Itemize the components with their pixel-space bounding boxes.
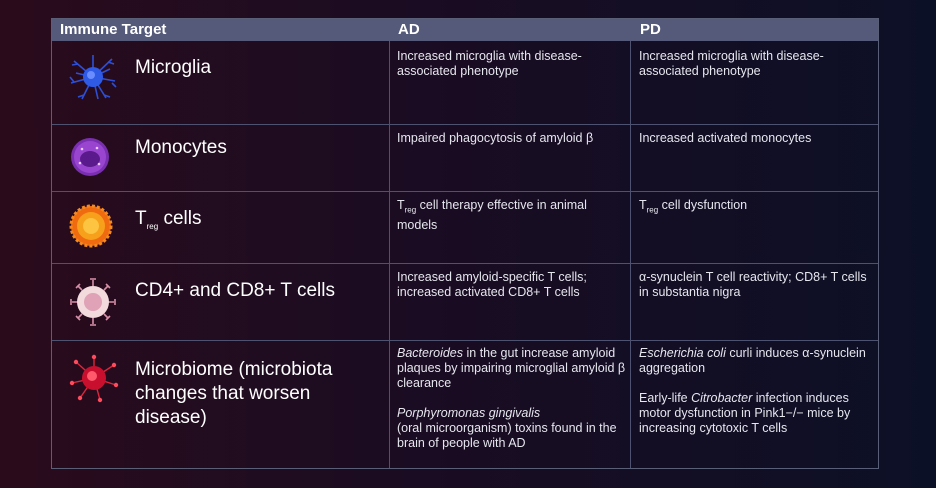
row-name-main: T bbox=[135, 208, 147, 229]
ad-text-main: T bbox=[397, 198, 405, 212]
ad-cell: Bacteroides in the gut increase amyloid … bbox=[397, 346, 627, 451]
row-divider bbox=[52, 124, 878, 125]
immune-target-table: Immune Target AD PD Microglia Increased … bbox=[51, 18, 879, 469]
header-ad: AD bbox=[398, 21, 420, 38]
ad-cell: Increased amyloid-specific T cells; incr… bbox=[397, 270, 587, 299]
pd-paragraph: Escherichia coli curli induces α-synucle… bbox=[639, 346, 874, 376]
row-name: Monocytes bbox=[135, 137, 227, 158]
ad-text: in the gut increase amyloid plaques by i… bbox=[397, 346, 626, 390]
row-name-sub: reg bbox=[146, 221, 159, 231]
microglia-icon bbox=[69, 55, 117, 100]
ad-text-rest: cell therapy effective in animal models bbox=[397, 198, 587, 232]
pd-cell: Increased activated monocytes bbox=[639, 131, 812, 145]
column-divider-ad bbox=[389, 41, 390, 468]
pd-text: infection induces motor dysfunction in P… bbox=[639, 391, 851, 435]
pd-text-rest: cell dysfunction bbox=[658, 198, 748, 212]
pd-cell: Escherichia coli curli induces α-synucle… bbox=[639, 346, 874, 436]
pd-cell: Increased microglia with disease-associa… bbox=[639, 49, 824, 78]
pd-cell: Treg cell dysfunction bbox=[639, 198, 874, 218]
pd-text-main: T bbox=[639, 198, 647, 212]
pd-text: curli induces α-synuclein aggregation bbox=[639, 346, 866, 375]
ad-text: (oral microorganism) toxins found in the… bbox=[397, 421, 617, 450]
ad-text-sub: reg bbox=[404, 205, 417, 215]
pd-organism: Escherichia coli bbox=[639, 346, 726, 360]
ad-paragraph: Bacteroides in the gut increase amyloid … bbox=[397, 346, 627, 391]
row-name: Microglia bbox=[135, 57, 212, 78]
column-divider-pd bbox=[630, 41, 631, 468]
monocyte-icon bbox=[71, 138, 109, 176]
pd-text-sub: reg bbox=[646, 205, 659, 215]
header-pd: PD bbox=[640, 21, 661, 38]
row-divider bbox=[52, 340, 878, 341]
row-divider bbox=[52, 263, 878, 264]
pd-paragraph: Early-life Citrobacter infection induces… bbox=[639, 391, 874, 436]
row-name: CD4+ and CD8+ T cells bbox=[135, 280, 335, 301]
row-name: Microbiome (microbiota changes that wors… bbox=[135, 359, 333, 428]
row-name: Treg cells bbox=[135, 207, 201, 239]
pd-organism: Citrobacter bbox=[691, 391, 753, 405]
table-header: Immune Target AD PD bbox=[52, 19, 878, 41]
ad-cell: Treg cell therapy effective in animal mo… bbox=[397, 198, 627, 233]
pd-cell: α-synuclein T cell reactivity; CD8+ T ce… bbox=[639, 270, 867, 299]
row-divider bbox=[52, 191, 878, 192]
row-name-rest: cells bbox=[158, 208, 202, 229]
ad-cell: Increased microglia with disease-associa… bbox=[397, 49, 582, 78]
treg-cell-icon bbox=[69, 204, 113, 248]
ad-cell: Impaired phagocytosis of amyloid β bbox=[397, 131, 594, 145]
ad-organism: Bacteroides bbox=[397, 346, 464, 360]
t-cell-icon bbox=[70, 278, 116, 326]
ad-organism: Porphyromonas gingivalis bbox=[397, 406, 541, 420]
pd-text: Early-life bbox=[639, 391, 692, 405]
ad-paragraph: Porphyromonas gingivalis (oral microorgan… bbox=[397, 406, 627, 451]
header-immune-target: Immune Target bbox=[60, 21, 167, 38]
microbe-icon bbox=[69, 354, 119, 403]
